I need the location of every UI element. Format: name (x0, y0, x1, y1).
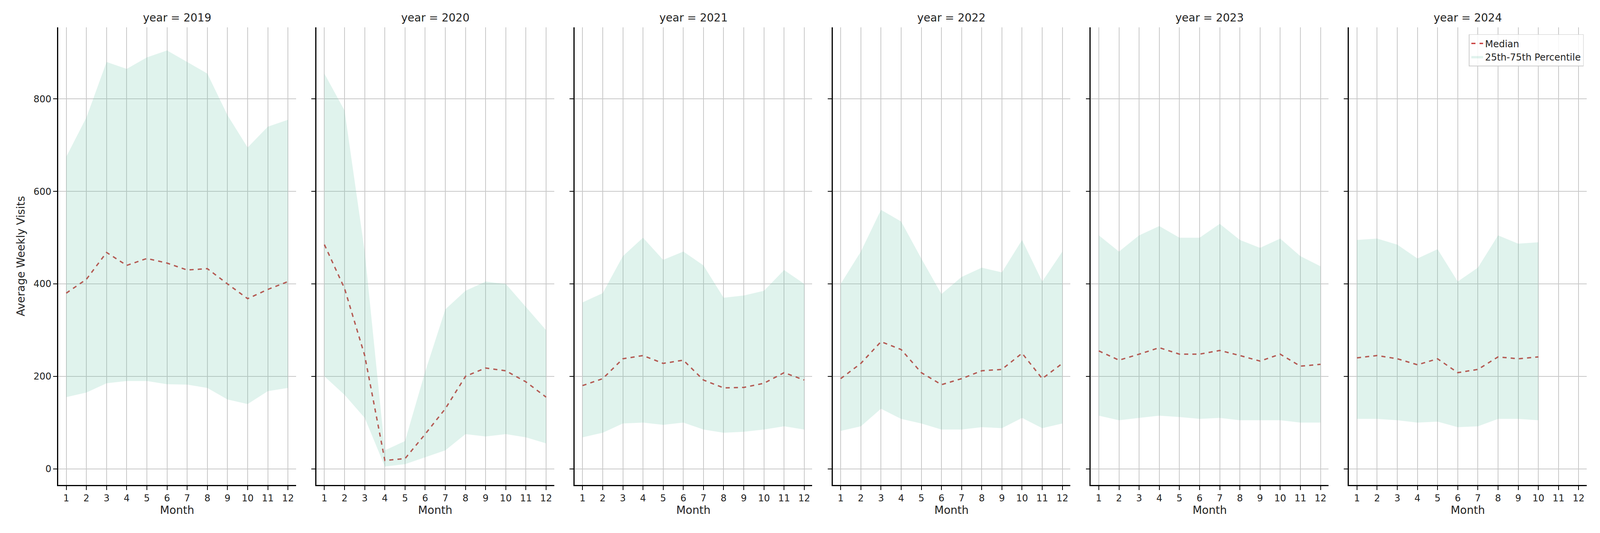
svg-text:8: 8 (720, 492, 727, 504)
svg-text:8: 8 (1237, 492, 1243, 504)
svg-text:Month: Month (160, 503, 195, 517)
svg-text:8: 8 (204, 492, 211, 504)
svg-text:2: 2 (341, 492, 348, 504)
svg-text:4: 4 (123, 492, 130, 504)
svg-text:12: 12 (540, 492, 553, 504)
svg-text:year = 2024: year = 2024 (1433, 11, 1502, 25)
svg-text:7: 7 (958, 492, 965, 504)
svg-text:4: 4 (1156, 492, 1163, 504)
svg-text:4: 4 (382, 492, 388, 504)
svg-text:7: 7 (1475, 492, 1481, 504)
svg-text:1: 1 (579, 492, 586, 504)
svg-text:4: 4 (898, 492, 904, 504)
svg-text:Average Weekly Visits: Average Weekly Visits (14, 196, 28, 317)
svg-text:11: 11 (1294, 492, 1307, 504)
svg-text:11: 11 (519, 492, 533, 504)
svg-text:9: 9 (998, 492, 1005, 504)
svg-text:year = 2023: year = 2023 (1175, 11, 1244, 25)
svg-text:6: 6 (422, 492, 429, 504)
svg-text:6: 6 (938, 492, 945, 504)
svg-text:year = 2022: year = 2022 (917, 11, 986, 25)
svg-text:1: 1 (63, 492, 70, 504)
svg-text:5: 5 (918, 492, 925, 504)
svg-text:8: 8 (1494, 492, 1501, 504)
svg-text:7: 7 (184, 492, 191, 504)
svg-text:12: 12 (1056, 492, 1069, 504)
svg-text:3: 3 (1136, 492, 1143, 504)
svg-text:Median: Median (1485, 38, 1520, 50)
svg-text:year = 2021: year = 2021 (659, 11, 728, 25)
svg-text:4: 4 (639, 492, 646, 504)
svg-text:11: 11 (1036, 492, 1049, 504)
svg-text:7: 7 (1216, 492, 1223, 504)
svg-text:9: 9 (1257, 492, 1263, 504)
svg-text:5: 5 (143, 492, 150, 504)
svg-text:Month: Month (934, 503, 969, 517)
svg-text:Month: Month (417, 503, 453, 517)
svg-text:600: 600 (33, 186, 52, 198)
svg-text:year = 2019: year = 2019 (142, 11, 212, 25)
svg-text:6: 6 (680, 492, 687, 504)
svg-text:9: 9 (482, 492, 489, 504)
svg-text:12: 12 (798, 492, 811, 504)
svg-text:3: 3 (1394, 492, 1400, 504)
svg-text:2: 2 (599, 492, 606, 504)
svg-text:0: 0 (45, 463, 52, 475)
svg-text:2: 2 (1374, 492, 1381, 504)
svg-text:800: 800 (33, 93, 52, 105)
svg-text:Month: Month (1192, 503, 1227, 517)
svg-text:3: 3 (878, 492, 884, 504)
svg-text:10: 10 (1016, 492, 1029, 504)
svg-text:9: 9 (740, 492, 747, 504)
svg-text:10: 10 (757, 492, 770, 504)
svg-text:5: 5 (1176, 492, 1183, 504)
svg-text:12: 12 (282, 492, 295, 504)
svg-text:3: 3 (619, 492, 626, 504)
svg-text:1: 1 (837, 492, 844, 504)
svg-text:9: 9 (1515, 492, 1522, 504)
svg-text:7: 7 (700, 492, 707, 504)
svg-text:11: 11 (261, 492, 274, 504)
svg-text:1: 1 (1353, 492, 1360, 504)
svg-text:Month: Month (676, 503, 711, 517)
svg-text:10: 10 (1532, 492, 1545, 504)
svg-text:2: 2 (857, 492, 864, 504)
svg-text:6: 6 (1454, 492, 1461, 504)
svg-text:1: 1 (321, 492, 328, 504)
svg-text:5: 5 (660, 492, 667, 504)
svg-text:5: 5 (401, 492, 408, 504)
svg-text:7: 7 (442, 492, 449, 504)
svg-text:year = 2020: year = 2020 (401, 11, 470, 25)
svg-text:12: 12 (1572, 492, 1585, 504)
svg-text:11: 11 (1552, 492, 1565, 504)
svg-text:10: 10 (1274, 492, 1287, 504)
svg-text:1: 1 (1095, 492, 1102, 504)
svg-text:8: 8 (978, 492, 985, 504)
svg-text:11: 11 (778, 492, 791, 504)
svg-text:10: 10 (241, 492, 254, 504)
svg-text:25th-75th Percentile: 25th-75th Percentile (1485, 51, 1581, 63)
svg-text:6: 6 (164, 492, 170, 504)
svg-text:400: 400 (33, 278, 52, 290)
svg-text:2: 2 (1116, 492, 1122, 504)
svg-text:3: 3 (361, 492, 368, 504)
svg-text:2: 2 (83, 492, 90, 504)
svg-text:9: 9 (224, 492, 231, 504)
svg-text:8: 8 (462, 492, 469, 504)
svg-text:12: 12 (1314, 492, 1327, 504)
svg-text:Month: Month (1450, 503, 1486, 517)
svg-text:3: 3 (103, 492, 110, 504)
svg-text:4: 4 (1414, 492, 1421, 504)
svg-text:5: 5 (1434, 492, 1441, 504)
svg-text:200: 200 (33, 371, 52, 383)
svg-text:6: 6 (1196, 492, 1203, 504)
svg-text:10: 10 (500, 492, 513, 504)
